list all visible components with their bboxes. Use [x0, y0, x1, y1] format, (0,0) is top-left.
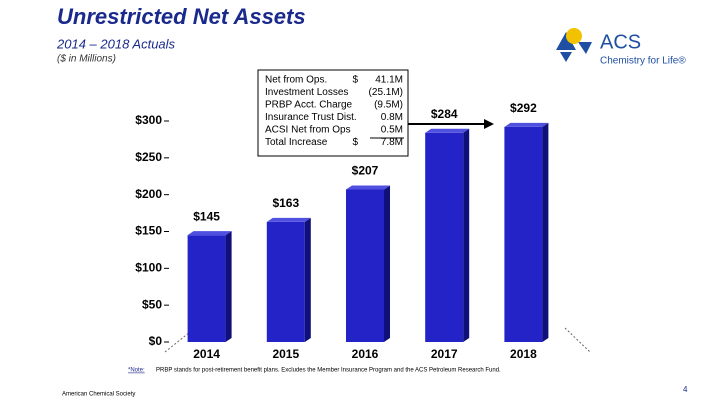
y-tick-label: $200 [135, 187, 162, 201]
x-tick-label: 2015 [272, 347, 299, 361]
value-label: $292 [510, 101, 537, 115]
bar [425, 132, 464, 342]
footer: American Chemical Society [62, 392, 135, 398]
annotation-amount: (25.1M) [369, 87, 403, 98]
value-label: $207 [352, 164, 379, 178]
y-tick-label: $50 [142, 297, 162, 311]
bar [504, 126, 543, 342]
y-tick-label: $0 [149, 334, 163, 348]
bar-top [266, 217, 311, 222]
y-tick-label: $250 [135, 150, 162, 164]
floor-line [564, 327, 591, 353]
logo-mark [556, 32, 592, 62]
annotation-box [257, 69, 409, 157]
annotation-label: Insurance Trust Dist. [265, 112, 357, 123]
bar-side [463, 128, 470, 342]
annotation-label: ACSI Net from Ops [265, 125, 351, 136]
x-tick-label: 2014 [193, 347, 220, 361]
value-label: $145 [193, 209, 220, 223]
bar-side [384, 185, 390, 342]
bar [346, 189, 384, 342]
bar-top [425, 128, 470, 133]
annotation-amount: (9.5M) [374, 100, 403, 111]
x-tick-label: 2018 [510, 347, 537, 361]
x-tick-label: 2016 [352, 347, 379, 361]
page-number: 4 [683, 385, 688, 394]
logo-name: ACS [600, 31, 641, 53]
bar-top [346, 185, 390, 190]
annotation-amount: 41.1M [375, 75, 403, 86]
x-tick-label: 2017 [431, 347, 458, 361]
annotation-currency: $ [352, 137, 358, 148]
y-tick-label: $100 [135, 261, 162, 275]
bar [187, 235, 226, 342]
units: ($ in Millions) [57, 54, 116, 65]
annotation-label: Net from Ops. [265, 75, 327, 86]
annotation-label: Total Increase [265, 137, 328, 148]
value-label: $163 [272, 196, 299, 210]
bar [266, 221, 305, 342]
bar-side [225, 231, 232, 342]
annotation-amount: 7.8M [381, 137, 403, 148]
note-text: PRBP stands for post-retirement benefit … [156, 368, 501, 374]
bar-top [504, 122, 549, 127]
title: Unrestricted Net Assets [57, 4, 306, 29]
bar-side [304, 217, 311, 342]
annotation-amount: 0.5M [381, 125, 403, 136]
logo-sun [566, 28, 582, 44]
logo-tagline: Chemistry for Life® [600, 56, 686, 67]
annotation-amount: 0.8M [381, 112, 403, 123]
annotation-currency: $ [352, 75, 358, 86]
y-tick-label: $300 [135, 113, 162, 127]
note-label: *Note: [128, 368, 145, 374]
annotation-label: PRBP Acct. Charge [265, 100, 353, 111]
bar-top [187, 231, 232, 236]
y-tick-label: $150 [135, 224, 162, 238]
subtitle: 2014 – 2018 Actuals [56, 36, 176, 51]
value-label: $284 [431, 107, 458, 121]
bar-side [542, 122, 549, 342]
logo: ACS Chemistry for Life® [556, 28, 686, 67]
arrow-head [484, 119, 494, 129]
annotation-label: Investment Losses [265, 87, 348, 98]
